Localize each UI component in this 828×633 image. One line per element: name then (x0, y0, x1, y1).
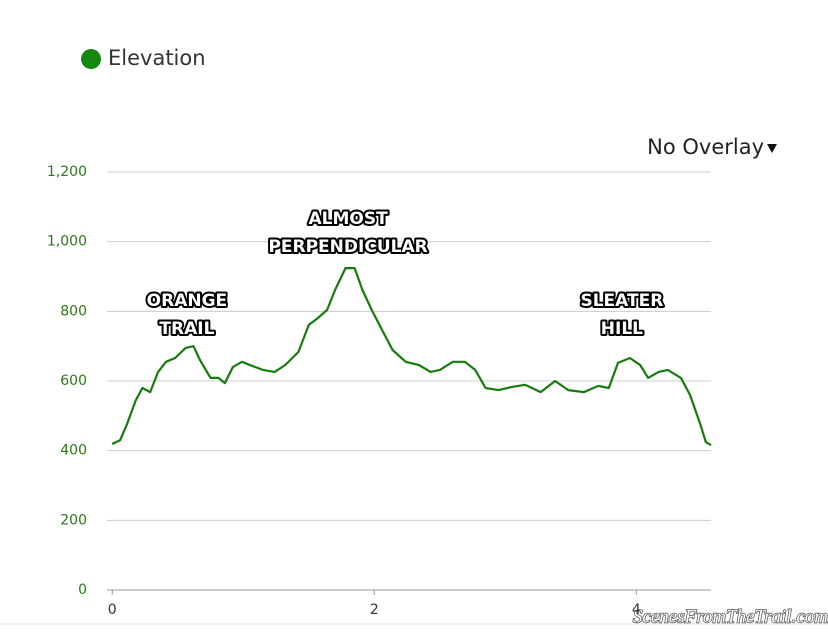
annotation: ORANGE (147, 291, 228, 311)
annotation: SLEATER (580, 291, 663, 311)
annotation: ALMOST (308, 209, 388, 229)
annotation: HILL (601, 319, 643, 339)
y-tick-label: 800 (60, 303, 87, 319)
legend-label[interactable]: Elevation (108, 46, 206, 70)
x-tick-label: 0 (108, 602, 117, 618)
x-tick-label: 2 (370, 602, 379, 618)
annotation: PERPENDICULAR (268, 237, 427, 257)
legend-marker (81, 49, 101, 69)
dropdown-arrow[interactable] (767, 144, 777, 153)
overlay-select[interactable]: No Overlay (647, 135, 764, 159)
y-tick-label: 0 (78, 582, 87, 598)
x-tick-label: 4 (632, 602, 641, 618)
annotation: TRAIL (159, 319, 214, 339)
elevation-line (111, 267, 712, 447)
y-tick-label: 200 (60, 512, 87, 528)
y-tick-label: 1,200 (47, 164, 87, 180)
watermark: ScenesFromTheTrail.com (633, 606, 828, 627)
y-tick-label: 400 (60, 443, 87, 459)
y-tick-label: 1,000 (47, 234, 87, 250)
y-tick-label: 600 (60, 373, 87, 389)
